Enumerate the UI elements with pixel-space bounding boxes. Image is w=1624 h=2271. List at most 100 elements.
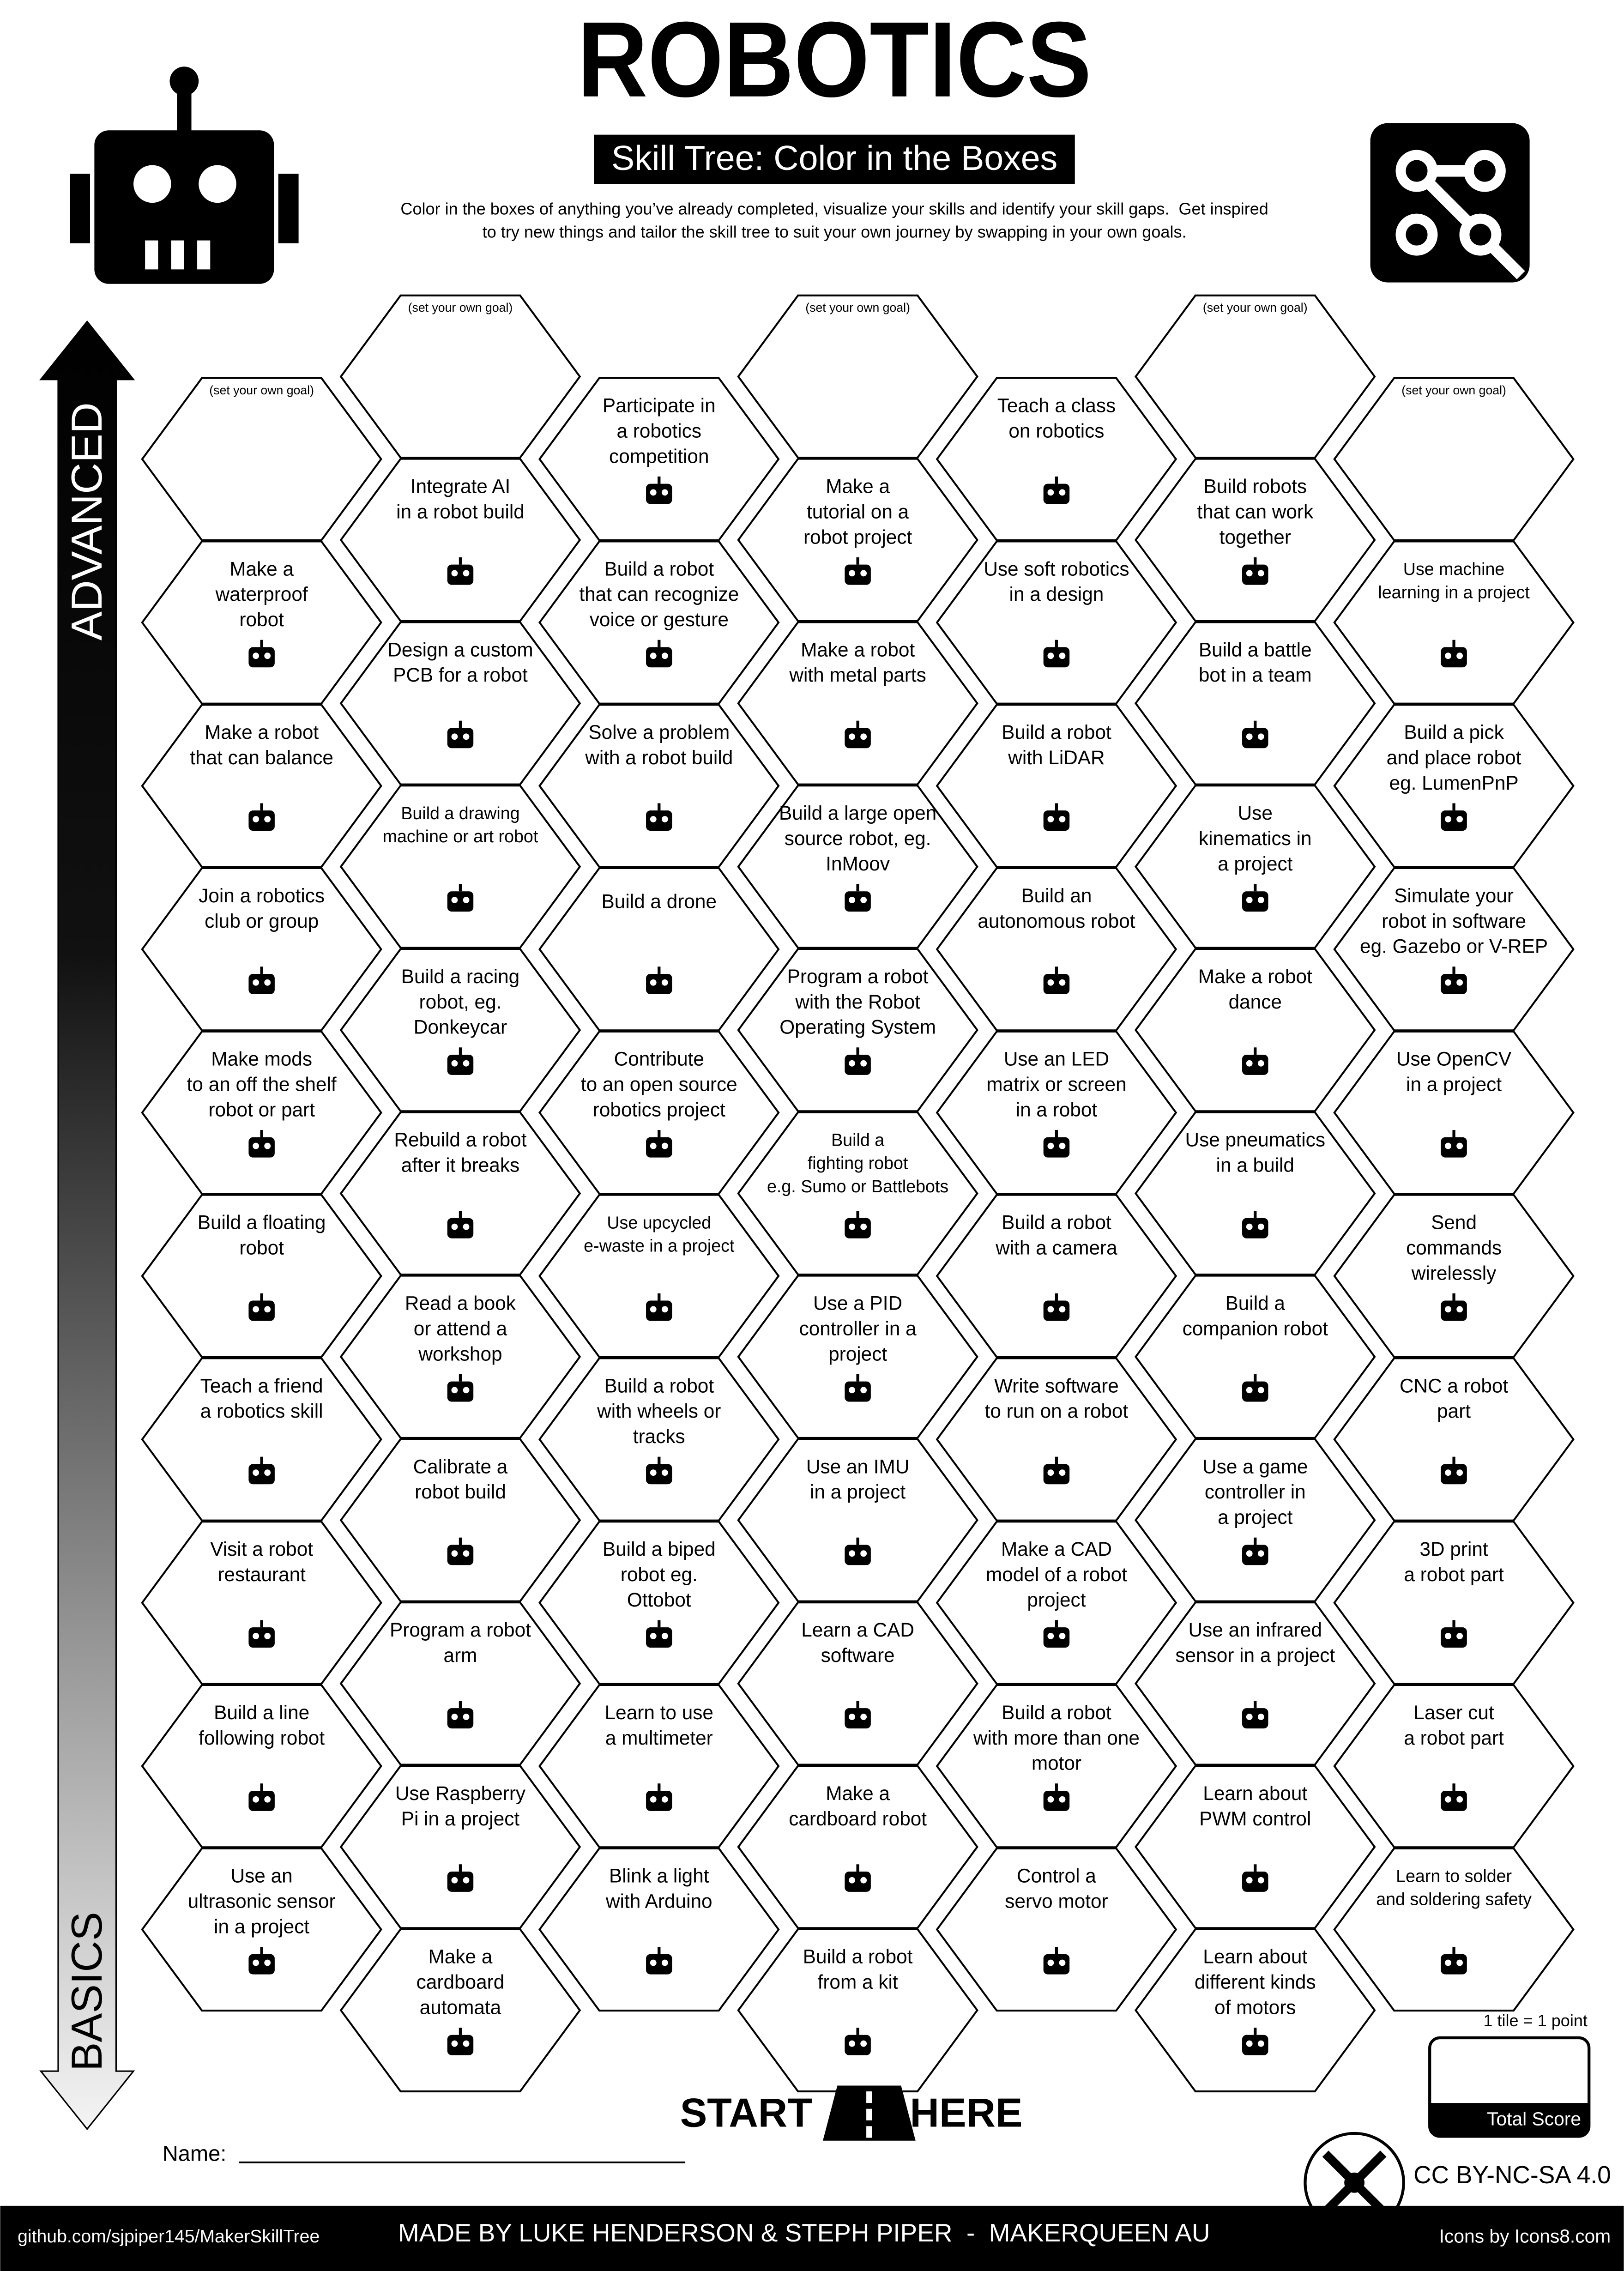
- hex-icon: [248, 1456, 275, 1485]
- icon-body: [1043, 810, 1070, 831]
- icon-eye: [451, 1223, 458, 1230]
- icon-eye: [1059, 979, 1066, 986]
- skill-label: robot eg.: [621, 1564, 698, 1585]
- skill-hex: Teach a class on robotics: [936, 377, 1177, 541]
- icon-eye: [264, 1796, 271, 1803]
- skill-hex: Program a robot arm: [339, 1601, 581, 1766]
- hex-icon: [1242, 1374, 1268, 1402]
- hex-outline: [141, 867, 382, 1032]
- hex-outline: [141, 1194, 382, 1358]
- skill-label: robotics project: [593, 1099, 725, 1120]
- skill-label: workshop: [418, 1343, 502, 1365]
- icon-antenna: [856, 557, 859, 565]
- hex-icon: [1043, 1947, 1070, 1975]
- skill-hex: Solve a problem with a robot build: [538, 704, 780, 868]
- skill-label: Build a line: [214, 1702, 309, 1723]
- icon-body: [248, 1627, 275, 1648]
- icon-eye: [1445, 816, 1451, 822]
- icon-body: [646, 1137, 672, 1158]
- hex-outline: [737, 1928, 978, 2093]
- icon-body: [845, 728, 871, 749]
- icon-antenna: [1254, 2028, 1257, 2035]
- hex-outline: [737, 948, 978, 1112]
- skill-hex: Build a robot with wheels or tracks: [538, 1357, 780, 1522]
- icon-eye: [661, 489, 668, 496]
- hex-icon: [248, 1947, 275, 1975]
- hex-icon: [1441, 1620, 1467, 1648]
- skill-label: Build a battle: [1199, 639, 1312, 660]
- hex-outline: [339, 1111, 581, 1276]
- icon-antenna: [1254, 884, 1257, 892]
- skill-label: Contribute: [614, 1048, 704, 1070]
- icon-body: [447, 1381, 474, 1402]
- icon-eye: [1257, 1223, 1264, 1230]
- icon-antenna: [1055, 476, 1058, 484]
- hex-outline: [1333, 1684, 1575, 1848]
- hex-icon: [1441, 1456, 1467, 1485]
- icon-body: [1043, 1954, 1070, 1975]
- hex-icon: [845, 1047, 871, 1075]
- skill-label: to run on a robot: [985, 1400, 1129, 1422]
- icon-body: [1043, 973, 1070, 994]
- icon-eye: [1456, 652, 1463, 659]
- icon-antenna: [1254, 1374, 1257, 1382]
- icon-eye: [1047, 489, 1054, 496]
- icon-eye: [1047, 1796, 1054, 1803]
- icon-antenna: [1254, 1701, 1257, 1709]
- skill-hex: Use kinematics in a project: [1134, 785, 1376, 949]
- skill-hex: Build a biped robot eg. Ottobot: [538, 1521, 780, 1685]
- hex-outline: [339, 1274, 581, 1439]
- icon-body: [1441, 1627, 1467, 1648]
- icon-eye: [1246, 1877, 1253, 1884]
- icon-body: [447, 1218, 474, 1238]
- icon-antenna: [1452, 803, 1455, 811]
- skill-hex: Build a floating robot: [141, 1194, 382, 1358]
- footer-link: github.com/sjpiper145/MakerSkillTree: [18, 2227, 320, 2247]
- hex-icon: [1441, 966, 1467, 994]
- skill-label: Visit a robot: [210, 1538, 313, 1560]
- icon-eye: [451, 1060, 458, 1067]
- skill-label: dance: [1229, 991, 1282, 1013]
- skill-label: servo motor: [1005, 1890, 1108, 1912]
- hex-outline: [737, 1601, 978, 1766]
- skill-label: Read a book: [405, 1293, 516, 1314]
- icon-eye: [1246, 1714, 1253, 1720]
- skill-hex: Build a battle bot in a team: [1134, 621, 1376, 785]
- goal-label: (set your own goal): [1401, 383, 1506, 397]
- skill-hex: Build robots that can work together: [1134, 458, 1376, 622]
- icon-body: [845, 1218, 871, 1238]
- skill-label: Rebuild a robot: [394, 1129, 526, 1151]
- icon-antenna: [260, 1947, 263, 1954]
- skill-label: Build a robot: [1002, 1212, 1111, 1233]
- icon-body: [646, 1464, 672, 1485]
- icon-eye: [253, 1633, 259, 1639]
- icon-eye: [253, 1796, 259, 1803]
- icon-eye: [1445, 1633, 1451, 1639]
- icon-eye: [1047, 816, 1054, 822]
- icon-eye: [253, 652, 259, 659]
- skill-label: restaurant: [217, 1564, 306, 1585]
- hex-icon: [646, 476, 672, 504]
- skill-label: Make a robot: [1198, 966, 1312, 987]
- goal-label: (set your own goal): [1203, 301, 1308, 314]
- hex-icon: [248, 640, 275, 668]
- skill-label: with a robot build: [585, 747, 733, 768]
- icon-eye: [1246, 1550, 1253, 1557]
- skill-label: PCB for a robot: [393, 664, 528, 686]
- icon-eye: [264, 1959, 271, 1966]
- hex-icon: [1043, 1620, 1070, 1648]
- skill-label: Laser cut: [1414, 1702, 1494, 1723]
- skill-label: Operating System: [779, 1016, 936, 1038]
- skill-hex: Use a PID controller in a project: [737, 1274, 978, 1439]
- skill-label: Learn to solder: [1396, 1866, 1512, 1885]
- icon-eye: [1445, 1142, 1451, 1149]
- skill-label: cardboard: [417, 1971, 505, 1993]
- icon-eye: [1059, 1796, 1066, 1803]
- icon-eye: [1047, 1469, 1054, 1476]
- icon-eye: [661, 1469, 668, 1476]
- icon-antenna: [1452, 1293, 1455, 1301]
- skill-label: Teach a class: [997, 395, 1116, 417]
- skill-label: Use a game: [1202, 1456, 1308, 1477]
- skill-label: Build robots: [1203, 476, 1307, 497]
- icon-body: [1242, 1871, 1268, 1892]
